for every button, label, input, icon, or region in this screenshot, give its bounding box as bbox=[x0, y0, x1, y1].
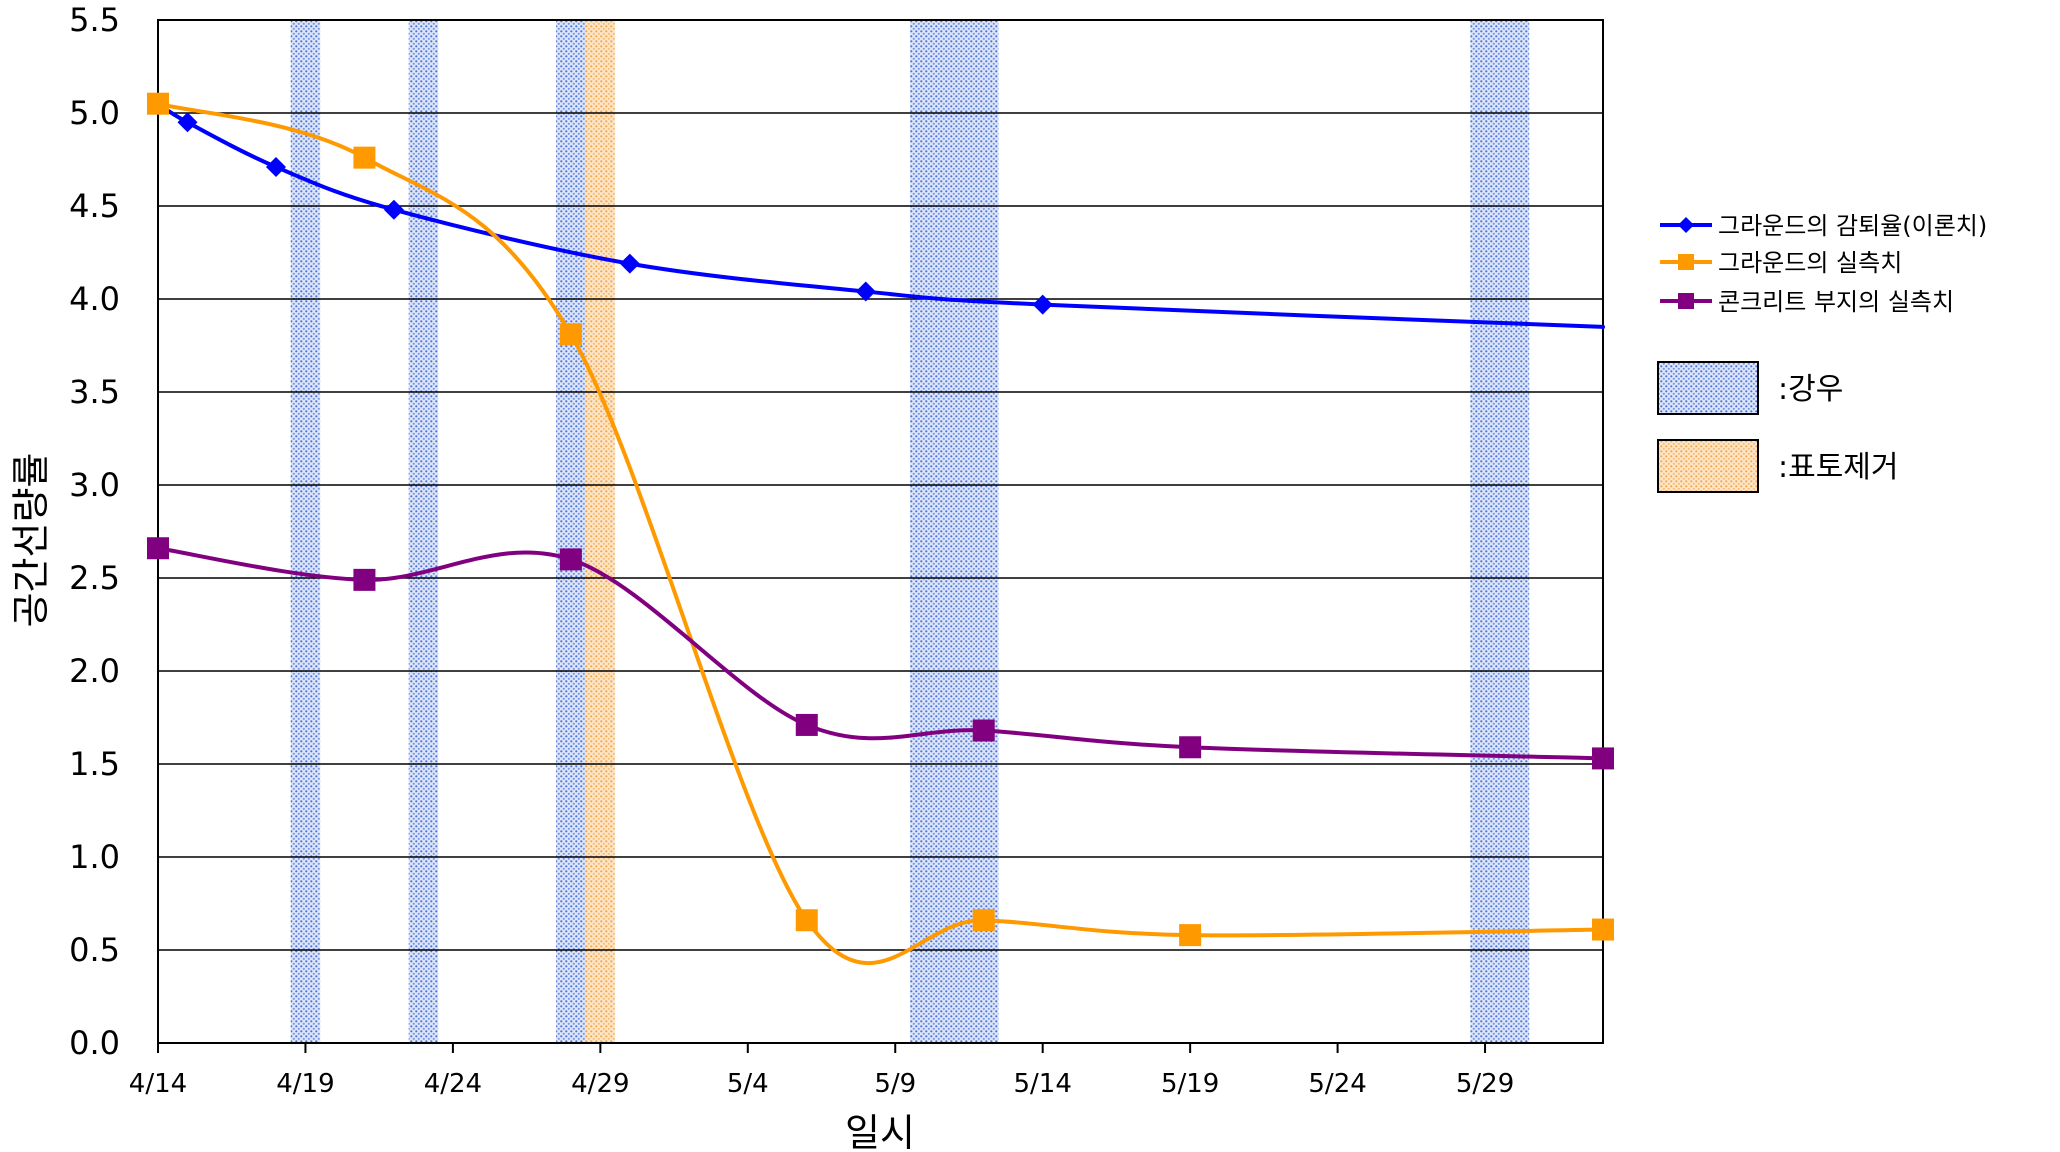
data-point-ground-theoretical bbox=[855, 281, 876, 302]
markers bbox=[147, 92, 1614, 947]
y-tick-label: 4.0 bbox=[69, 280, 120, 318]
y-tick-label: 4.5 bbox=[69, 187, 120, 225]
plot-frame bbox=[157, 19, 1604, 1044]
x-tick-label: 5/4 bbox=[727, 1069, 769, 1099]
y-axis-title: 공간선량률 bbox=[9, 453, 53, 628]
series-line-ground-theoretical bbox=[156, 101, 1605, 329]
data-point-ground-theoretical bbox=[1032, 294, 1053, 315]
data-point-concrete-measured bbox=[353, 568, 376, 591]
rain-band bbox=[408, 20, 439, 1043]
data-point-concrete-measured bbox=[1179, 736, 1202, 759]
legend-label-topsoil: :표토제거 bbox=[1778, 450, 1899, 485]
y-tick-label: 1.0 bbox=[69, 838, 120, 876]
axes bbox=[157, 19, 1604, 1053]
data-point-ground-theoretical bbox=[177, 112, 198, 133]
x-axis-title: 일시 bbox=[845, 1111, 915, 1152]
y-tick-label: 3.0 bbox=[69, 466, 120, 504]
x-tick-label: 5/24 bbox=[1308, 1069, 1366, 1099]
x-tick-label: 5/9 bbox=[874, 1069, 916, 1099]
legend-swatch-rain bbox=[1657, 361, 1759, 415]
legend-label-rain: :강우 bbox=[1778, 372, 1843, 407]
y-tick-label: 0.5 bbox=[69, 931, 120, 969]
data-point-concrete-measured bbox=[795, 713, 818, 736]
data-point-ground-measured bbox=[972, 909, 995, 932]
legend-marker-ground-measured bbox=[1678, 254, 1694, 270]
data-point-ground-measured bbox=[353, 146, 376, 169]
data-point-ground-theoretical bbox=[619, 253, 640, 274]
topsoil-band bbox=[585, 20, 616, 1043]
data-point-ground-measured bbox=[1179, 924, 1202, 947]
legend-marker-concrete-measured bbox=[1678, 293, 1694, 309]
weather-bands bbox=[290, 20, 1530, 1043]
data-point-ground-measured bbox=[147, 92, 169, 115]
y-tick-label: 5.0 bbox=[69, 94, 120, 132]
y-tick-label: 3.5 bbox=[69, 373, 120, 411]
x-tick-label: 4/19 bbox=[276, 1069, 334, 1099]
x-tick-label: 4/24 bbox=[424, 1069, 482, 1099]
legend-label-ground-measured: 그라운드의 실측치 bbox=[1718, 249, 1902, 277]
data-point-concrete-measured bbox=[147, 537, 169, 560]
y-tick-label: 5.5 bbox=[69, 1, 120, 39]
x-tick-label: 5/19 bbox=[1161, 1069, 1219, 1099]
legend-swatch-topsoil bbox=[1657, 439, 1759, 493]
x-tick-label: 5/29 bbox=[1456, 1069, 1514, 1099]
x-tick-label: 5/14 bbox=[1013, 1069, 1071, 1099]
x-tick-label: 4/14 bbox=[129, 1069, 187, 1099]
rain-band bbox=[1470, 20, 1530, 1043]
rain-band bbox=[556, 20, 586, 1043]
y-tick-label: 0.0 bbox=[69, 1024, 120, 1062]
data-point-ground-theoretical bbox=[383, 199, 404, 220]
series-line-ground-measured bbox=[156, 101, 1605, 966]
data-point-ground-measured bbox=[1592, 918, 1614, 941]
legend-label-concrete-measured: 콘크리트 부지의 실측치 bbox=[1718, 288, 1954, 316]
data-point-concrete-measured bbox=[559, 548, 582, 571]
series bbox=[156, 101, 1605, 966]
rain-band bbox=[290, 20, 321, 1043]
y-tick-label: 2.0 bbox=[69, 652, 120, 690]
legend-marker-ground-theoretical bbox=[1678, 217, 1694, 233]
data-point-ground-measured bbox=[795, 909, 818, 932]
legend-label-ground-theoretical: 그라운드의 감퇴율(이론치) bbox=[1718, 212, 1987, 240]
data-point-concrete-measured bbox=[1592, 747, 1614, 770]
y-tick-labels: 0.0 0.5 1.0 1.5 2.0 2.5 3.0 3.5 4.0 4.5 5.0 5.5 bbox=[69, 1, 120, 1062]
data-point-ground-theoretical bbox=[265, 156, 286, 177]
y-tick-label: 2.5 bbox=[69, 559, 120, 597]
data-point-ground-measured bbox=[559, 323, 582, 346]
data-point-concrete-measured bbox=[972, 719, 995, 742]
y-tick-label: 1.5 bbox=[69, 745, 120, 783]
x-tick-labels: 4/14 4/19 4/24 4/29 5/4 5/9 5/14 5/19 5/24 5/29 bbox=[129, 1069, 1514, 1099]
rain-band bbox=[909, 20, 999, 1043]
x-tick-label: 4/29 bbox=[571, 1069, 629, 1099]
